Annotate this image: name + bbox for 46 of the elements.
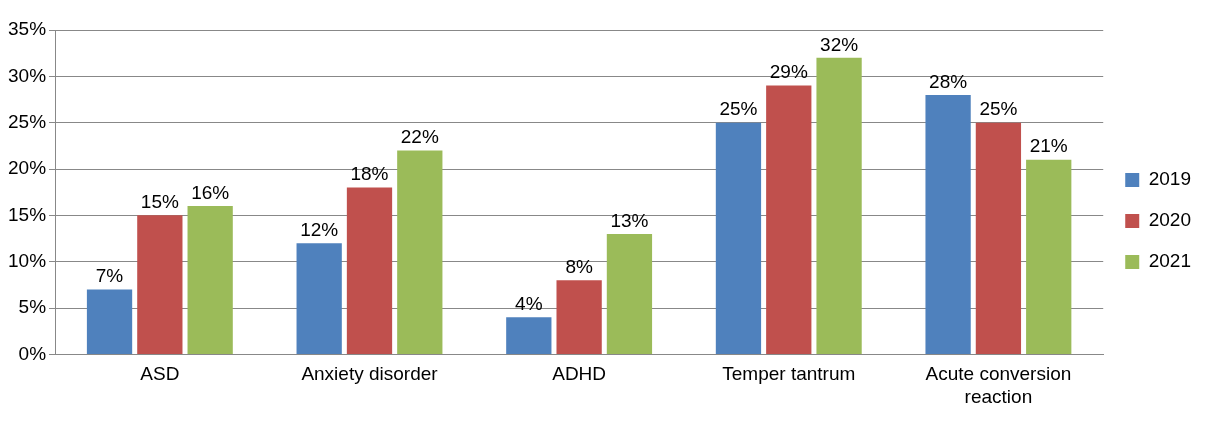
data-label: 13% [610,209,649,231]
legend-label: 2021 [1148,250,1192,272]
x-tick-label: Temper tantrum [722,363,856,385]
y-tick-label: 10% [8,249,47,271]
data-label: 15% [140,191,179,213]
bar [86,289,133,354]
bar [1026,159,1072,354]
bar [975,122,1022,354]
bar [187,206,233,354]
x-tick-label: Acute conversion reaction [925,363,1072,407]
data-label: 25% [719,98,758,120]
y-tick-label: 0% [18,342,47,364]
data-label: 7% [95,265,124,287]
x-tick-label: Anxiety disorder [301,363,439,385]
bar [506,317,552,354]
bar [816,57,862,354]
y-tick-label: 15% [8,203,47,225]
data-label: 22% [400,126,439,148]
data-label: 32% [820,33,859,55]
x-tick-label: ASD [140,363,180,385]
bar [606,233,653,354]
bar [296,243,342,354]
y-tick-label: 30% [8,64,47,86]
bar [137,215,183,354]
data-label: 16% [191,181,230,203]
bar [397,150,443,354]
y-tick-label: 20% [8,157,47,179]
bar [715,122,762,354]
y-tick-label: 5% [18,296,47,318]
data-label: 8% [565,255,593,277]
bar [766,85,812,354]
x-tick-label: ADHD [552,363,607,385]
data-label: 18% [350,163,389,185]
data-label: 12% [300,218,339,240]
legend-label: 2020 [1148,209,1192,231]
bar [346,187,393,354]
y-tick-label: 25% [8,110,47,132]
data-label: 28% [929,70,968,92]
y-tick-label: 35% [8,18,47,40]
legend-label: 2019 [1148,168,1192,190]
bar [925,94,971,354]
bar [556,280,602,354]
data-label: 4% [515,293,543,315]
data-label: 25% [979,98,1018,120]
data-label: 21% [1029,135,1068,157]
data-label: 29% [769,61,808,83]
